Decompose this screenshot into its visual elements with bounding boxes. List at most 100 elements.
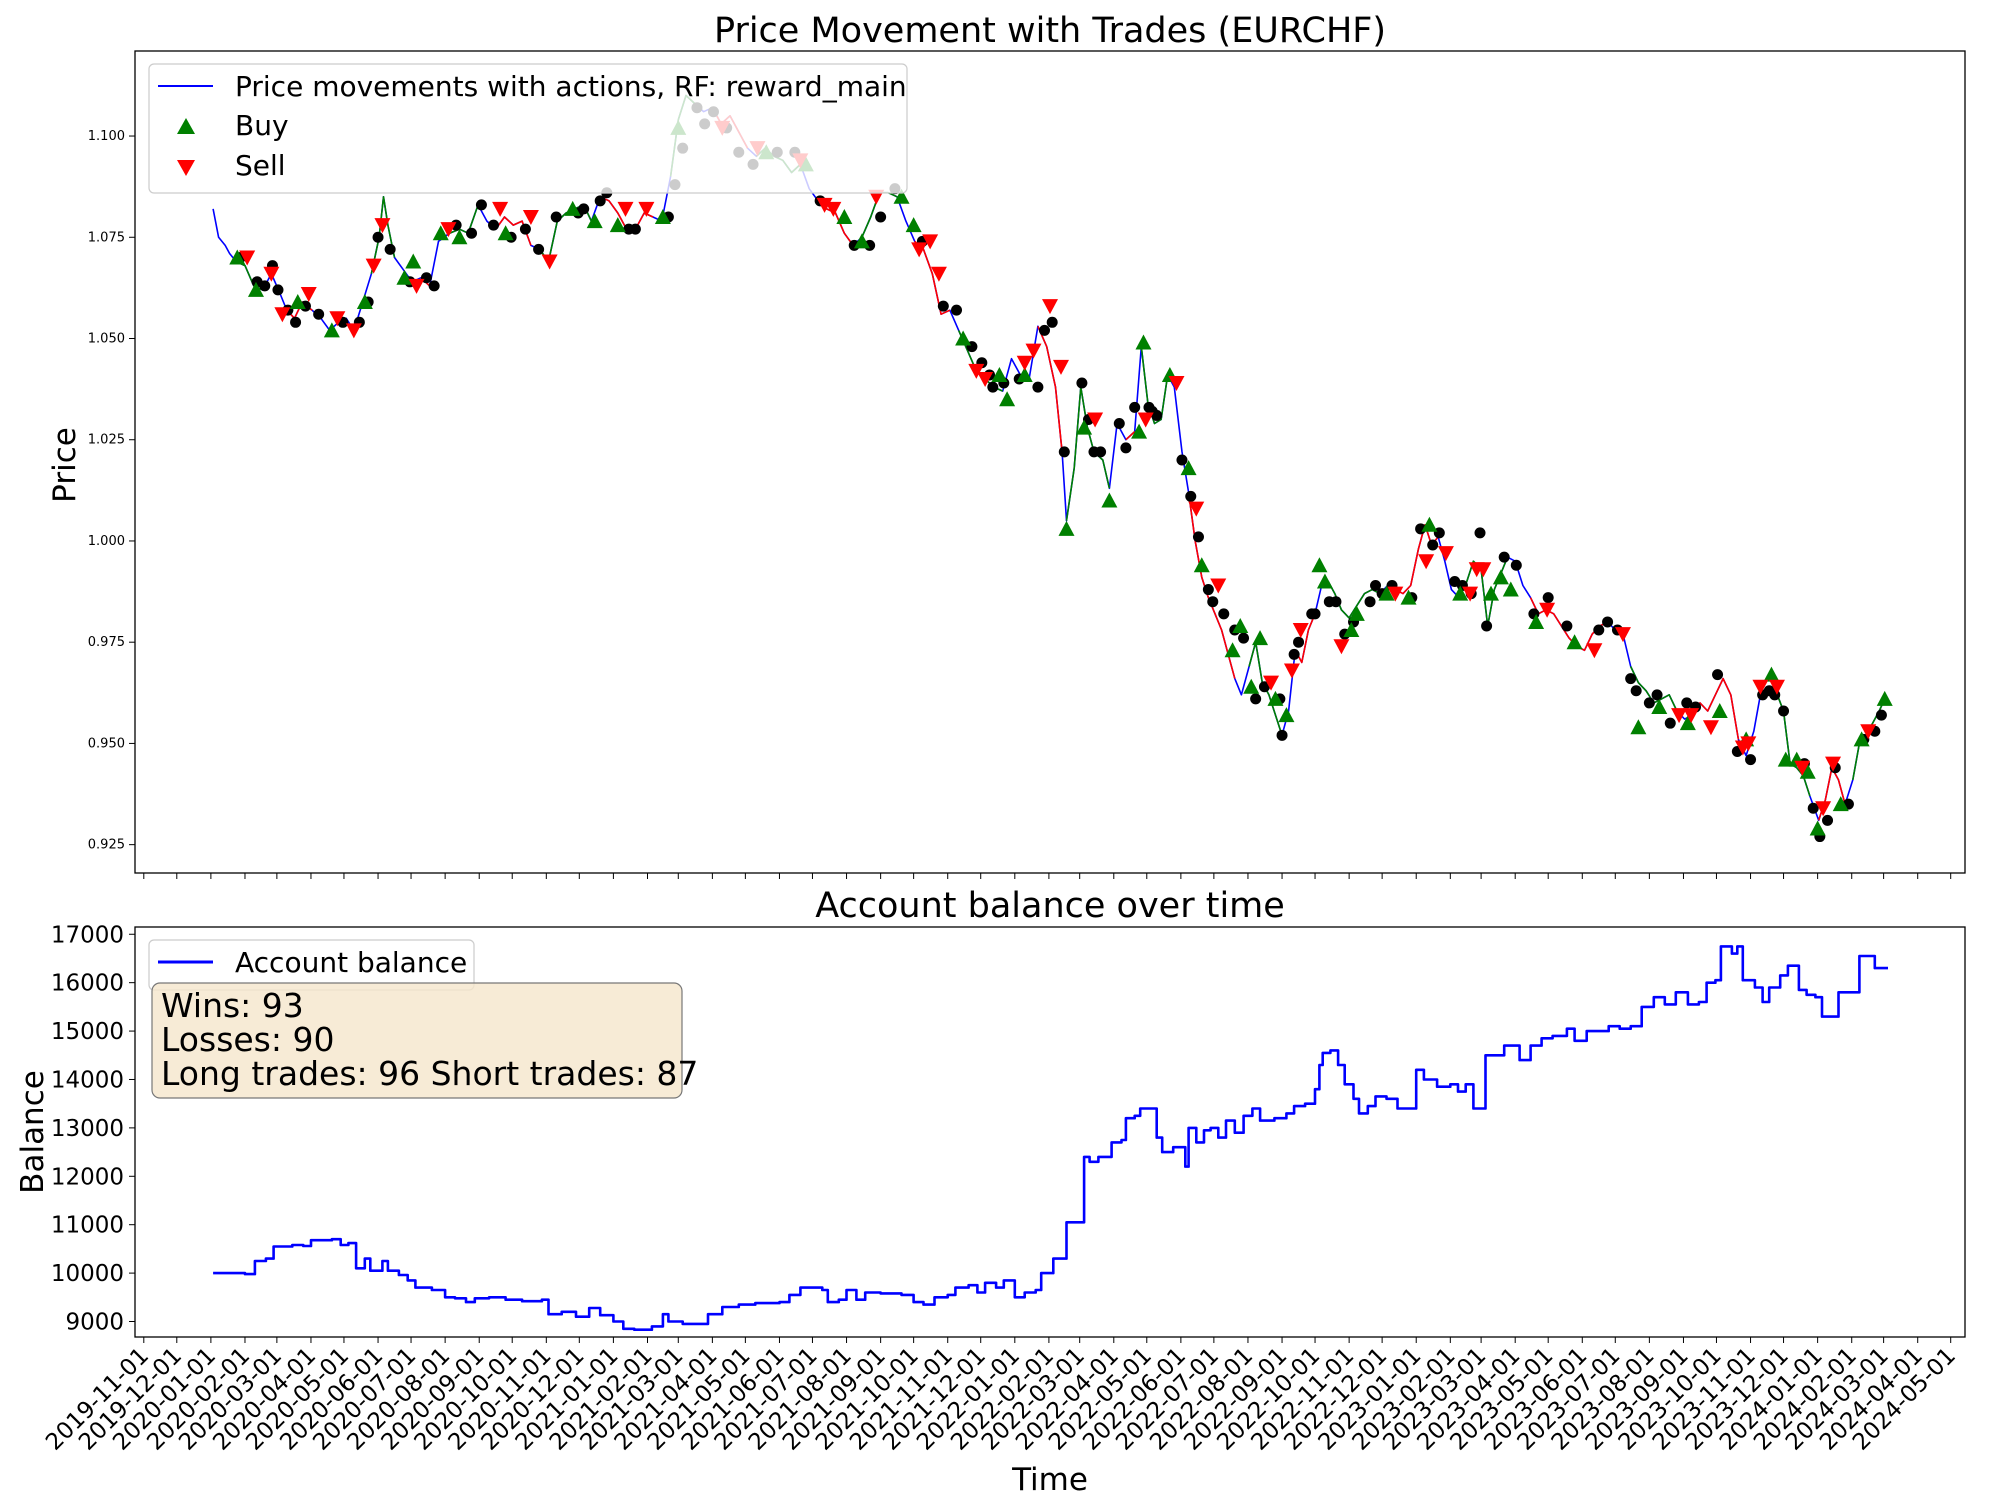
close-marker: [1276, 729, 1288, 741]
buy-marker: [1502, 581, 1519, 597]
sell-marker: [1815, 801, 1832, 817]
balance-legend: Account balance: [148, 939, 475, 991]
legend-buy-marker: [177, 118, 195, 134]
legend-price-label: Price movements with actions, RF: reward…: [235, 70, 907, 103]
close-marker: [519, 223, 531, 235]
sell-marker: [1387, 586, 1404, 602]
price-y-tick-label: 1.100: [88, 129, 125, 144]
close-marker: [1288, 648, 1300, 660]
close-marker: [272, 284, 284, 296]
sell-marker: [911, 242, 928, 258]
buy-marker: [1630, 719, 1647, 735]
sell-marker: [1539, 602, 1556, 618]
close-marker: [987, 381, 999, 393]
holding-period-long-18: [1140, 346, 1169, 425]
buy-marker: [1058, 520, 1075, 536]
holding-period-short-17: [1125, 431, 1136, 441]
sell-marker: [239, 250, 256, 266]
close-marker: [1561, 620, 1573, 632]
sell-marker: [522, 210, 539, 226]
balance-y-tick-label: 12000: [51, 1164, 124, 1190]
buy-marker: [1492, 569, 1509, 585]
price-chart-title: Price Movement with Trades (EURCHF): [714, 11, 1386, 51]
buy-marker: [497, 225, 514, 241]
sell-marker: [345, 323, 362, 339]
balance-y-axis-label: Balance: [15, 1070, 51, 1194]
close-marker: [1151, 409, 1163, 421]
buy-marker: [1016, 366, 1033, 382]
close-marker: [1510, 559, 1522, 571]
sell-marker: [263, 266, 280, 282]
close-marker: [313, 308, 325, 320]
balance-y-tick-label: 9000: [65, 1310, 124, 1336]
buy-marker: [1566, 634, 1583, 650]
close-marker: [1095, 446, 1107, 458]
price-y-tick-label: 1.025: [88, 433, 125, 448]
price-y-tick-label: 0.925: [88, 838, 125, 853]
sell-marker: [374, 218, 391, 234]
close-marker: [1630, 685, 1642, 697]
sell-marker: [1210, 578, 1227, 594]
close-marker: [1474, 527, 1486, 539]
buy-marker: [1853, 731, 1870, 747]
sell-marker: [1475, 562, 1492, 578]
balance-y-axis: 9000 10000 11000 12000 13000 14000 15000 16000 1…: [51, 922, 135, 1336]
balance-y-tick-label: 16000: [51, 971, 124, 997]
close-marker: [1309, 608, 1321, 620]
price-y-axis: 0.925 0.950 0.975 1.000 1.025 1.050 1.075 1.100: [88, 129, 135, 853]
sell-marker: [1052, 359, 1069, 375]
balance-chart-title: Account balance over time: [815, 886, 1285, 926]
close-marker: [428, 280, 440, 292]
buy-marker: [356, 294, 373, 310]
buy-marker: [609, 217, 626, 233]
sell-marker: [329, 311, 346, 327]
buy-marker: [405, 253, 422, 269]
sell-marker: [1794, 760, 1811, 776]
buy-marker: [836, 209, 853, 225]
price-y-axis-label: Price: [47, 427, 83, 503]
close-marker: [1364, 596, 1376, 608]
buy-marker: [905, 217, 922, 233]
sell-marker: [1614, 627, 1631, 643]
price-y-tick-label: 0.950: [88, 736, 125, 751]
balance-y-tick-label: 14000: [51, 1067, 124, 1093]
close-marker: [1032, 381, 1044, 393]
sell-marker: [1683, 708, 1700, 724]
buy-marker: [654, 209, 671, 225]
buy-marker: [1651, 698, 1668, 714]
price-plot-frame: [134, 50, 1966, 874]
sell-marker: [1025, 343, 1042, 359]
close-marker: [1238, 632, 1250, 644]
sell-marker: [1586, 643, 1603, 659]
buy-marker: [451, 229, 468, 245]
sell-marker: [1825, 756, 1842, 772]
close-marker: [1593, 624, 1605, 636]
close-marker: [475, 199, 487, 211]
legend-sell-label: Sell: [235, 149, 286, 182]
close-marker: [1046, 316, 1058, 328]
close-marker: [1076, 377, 1088, 389]
sell-marker: [1016, 355, 1033, 371]
balance-y-tick-label: 15000: [51, 1019, 124, 1045]
buy-marker: [1224, 642, 1241, 658]
holding-period-short-15: [1037, 325, 1063, 452]
close-marker: [1875, 709, 1887, 721]
buy-marker: [1243, 678, 1260, 694]
close-marker: [1218, 608, 1230, 620]
sell-marker: [968, 363, 985, 379]
close-marker: [1807, 802, 1819, 814]
close-marker: [1185, 490, 1197, 502]
balance-y-tick-label: 10000: [51, 1261, 124, 1287]
sell-marker: [1752, 679, 1769, 695]
holding-period-short-27: [1691, 677, 1740, 740]
close-marker: [420, 272, 432, 284]
sell-marker: [440, 222, 457, 238]
buy-marker: [1763, 666, 1780, 682]
sell-marker: [638, 201, 655, 217]
buy-marker: [955, 330, 972, 346]
buy-marker: [1101, 492, 1118, 508]
buy-marker: [247, 281, 264, 297]
close-marker: [466, 227, 478, 239]
sell-marker: [977, 371, 994, 387]
buy-marker: [1876, 690, 1893, 706]
